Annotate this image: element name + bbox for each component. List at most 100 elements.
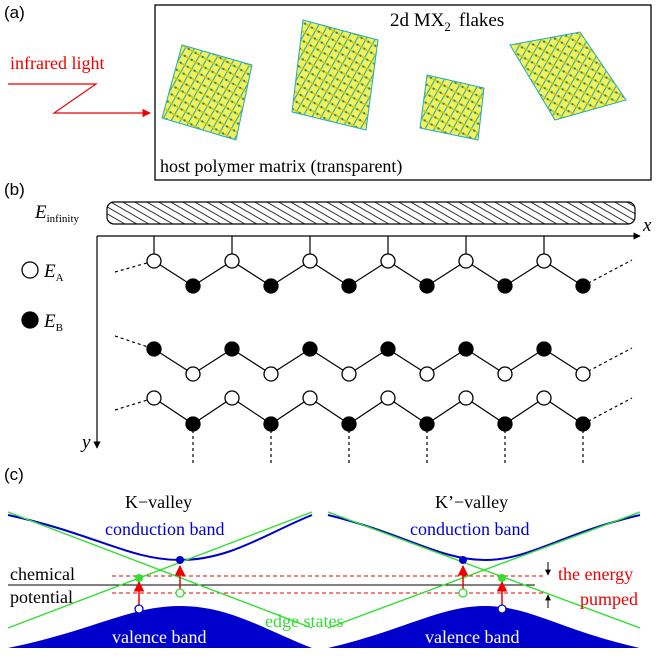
site-a xyxy=(302,253,318,269)
kp-electron-blue xyxy=(459,556,467,564)
lattice-bond xyxy=(192,397,233,425)
e-infinity-label: Einfinity xyxy=(34,202,79,225)
infrared-light-arrow xyxy=(8,83,151,118)
edge-states-label: edge states xyxy=(265,611,343,631)
continuation-bond xyxy=(114,260,155,273)
lattice-bond xyxy=(309,397,350,425)
lattice-bond xyxy=(348,260,389,287)
site-a xyxy=(224,390,240,406)
site-b xyxy=(380,341,396,357)
site-b xyxy=(497,416,513,432)
site-a xyxy=(185,366,201,382)
site-b xyxy=(419,416,435,432)
k-valence-band xyxy=(8,606,312,648)
lattice-bond xyxy=(504,348,545,375)
site-b xyxy=(536,341,552,357)
k-edge-state-2 xyxy=(7,511,313,629)
site-b xyxy=(458,341,474,357)
chemical-label-line1: chemical xyxy=(10,564,75,584)
legend-a-marker xyxy=(21,261,39,279)
site-b xyxy=(341,416,357,432)
y-axis-label: y xyxy=(80,432,91,453)
site-b xyxy=(146,341,162,357)
site-b xyxy=(263,278,279,294)
continuation-bond xyxy=(114,397,155,411)
kp-electron-green xyxy=(498,574,506,582)
site-a xyxy=(146,253,162,269)
site-a xyxy=(146,390,162,406)
k-valley-label: K−valley xyxy=(125,492,192,512)
legend-b-marker xyxy=(21,311,39,329)
kp-valence-band xyxy=(328,606,640,648)
energy-pumped-line2: pumped xyxy=(580,589,638,609)
panel-b-label: (b) xyxy=(4,180,25,199)
lattice-bond xyxy=(543,260,584,287)
k-electron-green xyxy=(135,574,143,582)
lattice-bond xyxy=(426,260,467,287)
site-a xyxy=(341,366,357,382)
site-a xyxy=(302,390,318,406)
site-a xyxy=(224,253,240,269)
continuation-bond xyxy=(114,335,155,350)
lattice-bond xyxy=(309,348,350,375)
site-a xyxy=(419,366,435,382)
flake-2 xyxy=(291,19,379,131)
continuation-bond xyxy=(582,397,633,425)
site-a xyxy=(536,253,552,269)
site-a xyxy=(458,253,474,269)
k-electron-blue xyxy=(176,556,184,564)
lattice-bond xyxy=(426,348,467,375)
lattice-bond xyxy=(153,348,194,375)
site-b xyxy=(224,341,240,357)
k-valence-band-label: valence band xyxy=(112,627,206,647)
k-conduction-band-label: conduction band xyxy=(105,519,224,539)
lattice-bond xyxy=(270,397,311,425)
lattice-bond xyxy=(270,260,311,287)
infrared-light-label: infrared light xyxy=(10,53,104,73)
flake-4 xyxy=(509,31,627,121)
site-b xyxy=(341,278,357,294)
site-b xyxy=(263,416,279,432)
lattice-bond xyxy=(231,348,272,375)
site-a xyxy=(263,366,279,382)
continuation-bond xyxy=(582,347,633,375)
lattice-bond xyxy=(192,348,233,375)
chemical-label-line2: potential xyxy=(10,587,73,607)
kp-valley-label: K’−valley xyxy=(435,492,508,512)
site-b xyxy=(419,278,435,294)
k-hole-valence xyxy=(134,604,144,614)
k-hole-green xyxy=(175,588,185,598)
site-a xyxy=(380,253,396,269)
lattice-bond xyxy=(348,397,389,425)
lattice-bond xyxy=(465,397,506,425)
legend-a-label: EA xyxy=(43,261,64,284)
kp-conduction-band xyxy=(327,514,641,562)
site-a xyxy=(575,366,591,382)
site-b xyxy=(302,341,318,357)
legend-b-label: EB xyxy=(43,311,63,334)
k-valley-diagram xyxy=(7,511,313,648)
lattice-bond xyxy=(504,397,545,425)
lattice-bond xyxy=(543,348,584,375)
site-b xyxy=(575,278,591,294)
lattice-bond xyxy=(231,397,272,425)
site-b xyxy=(497,278,513,294)
lattice-bond xyxy=(543,397,584,425)
site-b xyxy=(185,416,201,432)
lattice-bond xyxy=(387,260,428,287)
lattice-bond xyxy=(348,348,389,375)
lattice-bond xyxy=(465,260,506,287)
lattice-bond xyxy=(504,260,545,287)
panel-a-label: (a) xyxy=(4,3,25,22)
lattice-bond xyxy=(231,260,272,287)
lattice-bond xyxy=(153,397,194,425)
x-axis-label: x xyxy=(642,215,652,236)
site-b xyxy=(185,278,201,294)
continuation-bond xyxy=(582,259,633,287)
flakes-title: 2d MX2 flakes xyxy=(390,10,504,34)
kp-valence-band-label: valence band xyxy=(425,627,519,647)
lattice-bond xyxy=(192,260,233,287)
kp-valley-diagram xyxy=(327,511,641,648)
kp-conduction-band-label: conduction band xyxy=(410,519,529,539)
